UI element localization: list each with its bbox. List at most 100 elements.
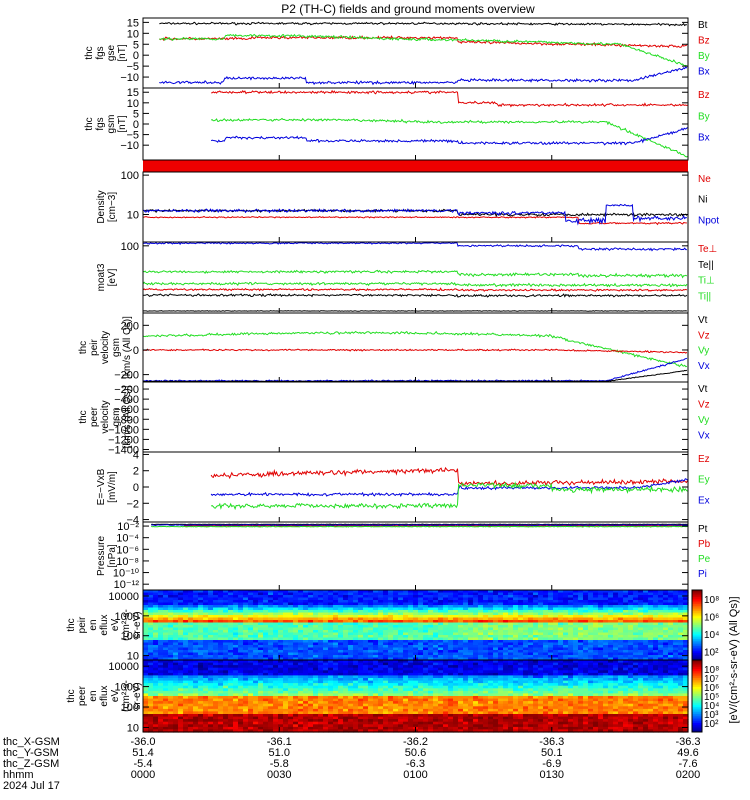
xtick-z-0: -5.4 bbox=[134, 758, 153, 770]
ytick-label-peer_vel-2: −600 bbox=[114, 404, 139, 416]
xtick-z-4: -7.6 bbox=[679, 758, 698, 770]
colorbar-tick-peer_en-1: 10⁷ bbox=[704, 674, 719, 685]
series-efield-Ey bbox=[210, 481, 688, 511]
series-efield-Ex bbox=[210, 478, 688, 498]
legend-pressure-Pi: Pi bbox=[698, 569, 707, 580]
series-temp-Ni-ref bbox=[142, 241, 687, 252]
colorbar-tick-peer_en-0: 10⁸ bbox=[704, 665, 719, 676]
ylabel-pressure-1: [nPa] bbox=[107, 544, 118, 568]
ytick-label-peir_en-0: 10000 bbox=[108, 591, 139, 603]
legend-peer_vel-Vx: Vx bbox=[698, 431, 710, 442]
colorbar-tick-peer_en-6: 10² bbox=[704, 719, 719, 730]
ytick-label-peer_vel-1: −400 bbox=[114, 394, 139, 406]
series-temp-Te-par bbox=[143, 293, 688, 298]
ylabel-density-1: [cm−3] bbox=[107, 192, 118, 223]
ytick-label-fgs_gse-3: 0 bbox=[133, 50, 139, 62]
colorbar-peir_en bbox=[691, 589, 703, 661]
date-label: 2024 Jul 17 bbox=[3, 780, 60, 792]
xtick-x-0: -36.0 bbox=[130, 736, 155, 748]
ytick-label-fgs_gsm-4: −5 bbox=[126, 130, 139, 142]
ytick-label-fgs_gse-1: 10 bbox=[127, 28, 139, 40]
colorbar-tick-peer_en-3: 10⁵ bbox=[704, 692, 719, 703]
colorbar-peer_en bbox=[691, 659, 703, 733]
ytick-label-peir_en-2: 100 bbox=[121, 631, 139, 643]
ytick-label-pressure-2: 10⁻⁶ bbox=[116, 544, 139, 556]
ytick-label-pressure-3: 10⁻⁸ bbox=[116, 556, 139, 568]
ytick-label-fgs_gse-4: −5 bbox=[126, 61, 139, 73]
ylabel-fgs_gse-1: fgs bbox=[95, 46, 106, 59]
ytick-label-density-0: 100 bbox=[121, 170, 139, 182]
ytick-label-fgs_gsm-5: −10 bbox=[120, 140, 139, 152]
series-density-Npot bbox=[142, 203, 687, 226]
series-pressure-Pt bbox=[151, 523, 688, 526]
xtick-z-2: -6.3 bbox=[406, 758, 425, 770]
xtick-hhmm-3: 0130 bbox=[540, 769, 564, 781]
ytick-label-pressure-0: 10⁻² bbox=[117, 521, 139, 533]
row-label-0: thc_X-GSM bbox=[3, 736, 60, 748]
legend-fgs_gsm-Bx: Bx bbox=[698, 133, 710, 144]
ylabel-peir_en-3: eflux bbox=[99, 614, 110, 635]
ytick-label-peir_en-3: 10 bbox=[127, 651, 139, 663]
legend-fgs_gse-Bz: Bz bbox=[698, 36, 710, 47]
series-density-Ne bbox=[142, 215, 687, 226]
xtick-y-1: 51.0 bbox=[269, 747, 290, 759]
spectrogram-peir_en bbox=[143, 590, 689, 661]
series-temp-Te-perp bbox=[142, 287, 688, 292]
ytick-label-peer_vel-3: −800 bbox=[114, 414, 139, 426]
series-fgs_gsm-By bbox=[210, 117, 688, 158]
xtick-x-3: -36.3 bbox=[539, 736, 564, 748]
ylabel-temp-1: [eV] bbox=[107, 268, 118, 286]
ylabel-peir_vel-1: peir bbox=[89, 338, 100, 355]
legend-fgs_gsm-Bz: Bz bbox=[698, 90, 710, 101]
ytick-label-peir_vel-2: −200 bbox=[114, 370, 139, 382]
ylabel-peir_vel-4: [km/s (All Qs)] bbox=[122, 316, 133, 379]
xtick-z-1: -5.8 bbox=[270, 758, 289, 770]
ytick-label-temp-0: 100 bbox=[121, 241, 139, 253]
panel-frame-pressure bbox=[142, 521, 689, 591]
colorbar-tick-peir_en-2: 10⁴ bbox=[704, 630, 719, 641]
ytick-label-peer_en-3: 10 bbox=[127, 722, 139, 734]
ylabel-peer_vel-4: [km/s (All Qs)] bbox=[122, 385, 133, 448]
legend-fgs_gsm-By: By bbox=[698, 111, 710, 122]
ytick-label-pressure-5: 10⁻¹² bbox=[114, 579, 140, 591]
legend-density-Npot: Npot bbox=[698, 215, 719, 226]
legend-pressure-Pt: Pt bbox=[698, 524, 708, 535]
ytick-label-fgs_gsm-1: 10 bbox=[127, 98, 139, 110]
ylabel-fgs_gse-0: thc bbox=[84, 46, 95, 59]
ytick-label-peir_en-1: 1000 bbox=[115, 611, 139, 623]
series-fgs_gse-Bz bbox=[159, 35, 688, 49]
ylabel-peir_en-5: (cm²-s- bbox=[121, 609, 132, 641]
series-efield-Ez bbox=[210, 466, 688, 488]
xtick-hhmm-0: 0000 bbox=[131, 769, 155, 781]
ylabel-peir_en-1: peir bbox=[77, 616, 88, 633]
xtick-y-4: 49.6 bbox=[677, 747, 698, 759]
ylabel-density-0: Density bbox=[96, 190, 107, 223]
ytick-label-fgs_gsm-0: 15 bbox=[127, 87, 139, 99]
ytick-label-density-1: 10 bbox=[127, 209, 139, 221]
series-peir_vel-Vx bbox=[142, 357, 687, 383]
colorbar-label: [eV/(cm²-s-sr-eV) (All Qs)] bbox=[728, 596, 740, 723]
series-peir_vel-Vy bbox=[142, 330, 688, 368]
series-temp-floor bbox=[142, 310, 687, 312]
xtick-hhmm-2: 0100 bbox=[403, 769, 427, 781]
ylabel-peer_vel-3: gsm bbox=[111, 408, 122, 427]
status-bar bbox=[143, 160, 688, 172]
colorbar-tick-peer_en-5: 10³ bbox=[704, 710, 719, 721]
ylabel-fgs_gse-3: [nT] bbox=[117, 44, 128, 61]
legend-density-Ne: Ne bbox=[698, 174, 711, 185]
series-peir_vel-Vt bbox=[142, 369, 688, 383]
ytick-label-peer_vel-5: −1200 bbox=[108, 434, 139, 446]
ytick-label-fgs_gse-2: 5 bbox=[133, 39, 139, 51]
xtick-x-2: -36.2 bbox=[403, 736, 428, 748]
ytick-label-pressure-4: 10⁻¹⁰ bbox=[113, 568, 140, 580]
legend-peer_vel-Vt: Vt bbox=[698, 384, 708, 395]
xtick-y-2: 50.6 bbox=[405, 747, 426, 759]
xtick-y-3: 50.1 bbox=[541, 747, 562, 759]
xtick-x-4: -36.3 bbox=[675, 736, 700, 748]
ylabel-fgs_gsm-1: fgs bbox=[95, 117, 106, 130]
ytick-label-efield-4: −4 bbox=[126, 515, 139, 527]
ytick-label-fgs_gsm-3: 0 bbox=[133, 119, 139, 131]
ylabel-fgs_gsm-3: [nT] bbox=[117, 115, 128, 132]
legend-efield-Ey: Ey bbox=[698, 475, 710, 486]
